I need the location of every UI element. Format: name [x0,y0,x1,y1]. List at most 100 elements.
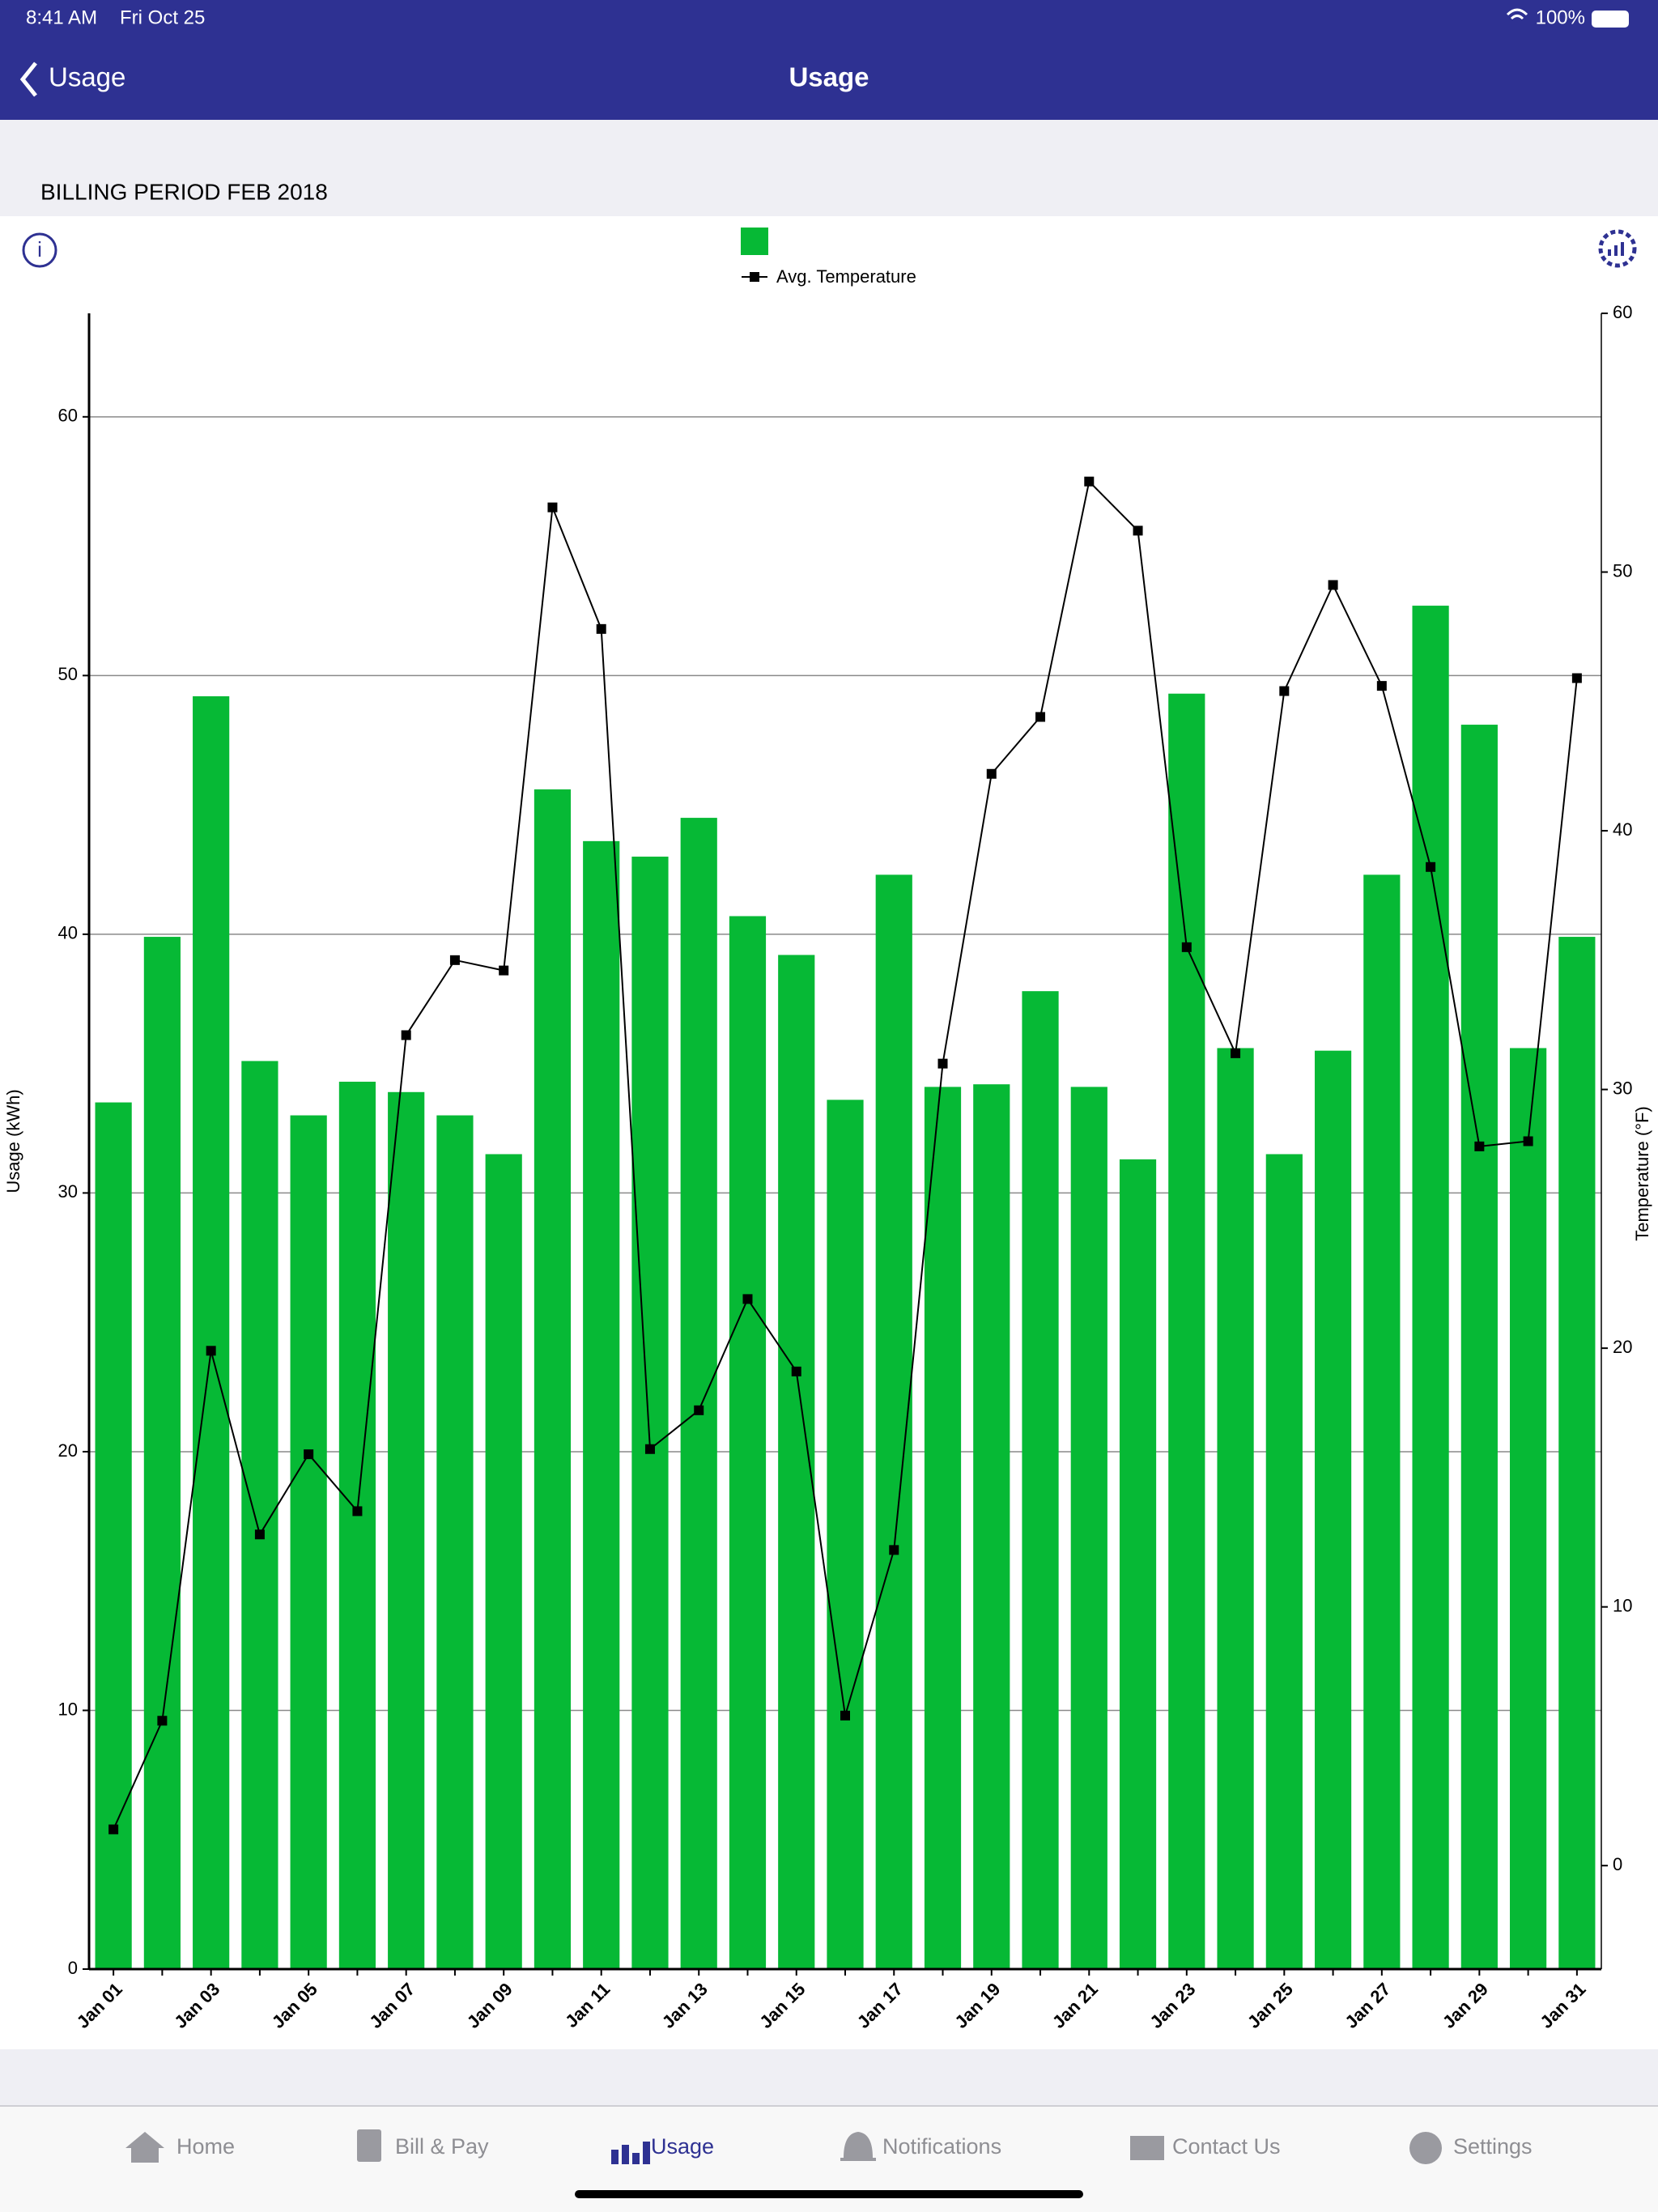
line-marker [1328,580,1338,590]
bar [95,1102,132,1969]
bar [534,789,572,1969]
line-marker [449,955,460,965]
battery-text: 100% [1536,6,1585,28]
tab-label[interactable]: Contact Us [1172,2134,1281,2159]
line-marker [547,502,558,513]
back-chevron[interactable] [19,62,37,97]
bar [924,1087,962,1969]
info-button[interactable] [22,232,57,268]
line-marker [791,1366,801,1376]
line-marker [596,623,606,634]
tab-label[interactable]: Notifications [882,2134,1001,2159]
line-marker [108,1824,119,1835]
tab-icon-contact [1130,2136,1164,2160]
tab-icon-home [125,2132,164,2163]
line-marker [1133,525,1143,536]
x-tick-label: Jan 01 [73,1979,126,2032]
x-tick-label: Jan 09 [463,1979,517,2032]
x-tick-label: Jan 31 [1536,1979,1589,2032]
x-tick-label: Jan 11 [561,1979,614,2031]
bar [1460,725,1498,1969]
bar [1314,1050,1352,1969]
bar [1510,1048,1547,1969]
settings-button[interactable] [1598,229,1637,268]
x-tick-label: Jan 19 [950,1979,1004,2032]
section-title: BILLING PERIOD FEB 2018 [40,179,328,204]
y-axis-label: Usage (kWh) [3,1089,23,1193]
x-tick-label: Jan 29 [1439,1979,1492,2032]
y2-tick-label: 50 [1613,560,1632,581]
bar [583,840,620,1969]
bar [193,696,230,1969]
bar [1070,1087,1107,1969]
y-tick-label: 20 [58,1440,78,1461]
bar [631,857,669,1969]
tab-label[interactable]: Bill & Pay [395,2134,489,2159]
bar [1119,1159,1157,1969]
x-tick-label: Jan 13 [658,1979,712,2032]
tab-icon-usage [611,2142,650,2164]
x-tick-label: Jan 21 [1048,1979,1102,2032]
y-tick-label: 60 [58,406,78,426]
legend-label: Avg. Temperature [776,266,916,287]
tab-icon-bill [357,2129,381,2162]
tab-label[interactable]: Home [176,2134,235,2159]
line-marker [352,1506,363,1516]
x-tick-label: Jan 27 [1341,1979,1394,2032]
header-band [0,120,1658,216]
line-marker [304,1449,314,1460]
x-tick-label: Jan 03 [170,1979,223,2032]
home-indicator [575,2190,1083,2198]
y2-tick-label: 30 [1613,1078,1632,1098]
bar [241,1061,278,1969]
line-marker [254,1529,265,1540]
line-marker [1523,1136,1533,1146]
x-tick-label: Jan 23 [1146,1979,1199,2032]
settings-glyph [1608,242,1624,256]
line-marker [1376,681,1387,691]
y2-tick-label: 40 [1613,819,1632,840]
y2-tick-label: 0 [1613,1854,1622,1874]
line-marker [1181,942,1192,952]
line-marker [206,1346,216,1356]
line-marker [986,768,997,779]
bar [436,1115,474,1969]
line-marker [694,1405,704,1415]
nav-title: Usage [789,62,869,92]
bar [729,916,767,1969]
y-tick-label: 50 [58,664,78,684]
line-marker [742,1294,753,1304]
x-tick-label: Jan 05 [268,1979,321,2032]
line-marker [1035,712,1046,722]
line-marker [499,965,509,976]
tab-label[interactable]: Settings [1453,2134,1533,2159]
line-marker [1279,686,1290,696]
bar [485,1154,522,1969]
bar [338,1082,376,1969]
bar [1412,606,1449,1969]
bar [973,1084,1010,1969]
y2-tick-label: 10 [1613,1595,1632,1615]
bar [680,818,717,1969]
bar [1168,693,1205,1969]
x-tick-label: Jan 15 [755,1979,809,2032]
legend-marker [750,272,759,282]
battery-icon [1592,11,1629,28]
x-tick-label: Jan 07 [365,1979,419,2032]
bar [1217,1048,1254,1969]
status-date: Fri Oct 25 [120,6,205,28]
back-button[interactable]: Usage [49,62,125,92]
tab-icon-notifications [840,2132,876,2161]
status-time: 8:41 AM [26,6,97,28]
tab-icon-settings [1409,2132,1442,2164]
line-marker [1571,673,1582,683]
legend-swatch [741,228,768,255]
line-marker [1231,1048,1241,1058]
y-tick-label: 40 [58,923,78,943]
line-marker [889,1545,899,1555]
line-marker [1426,861,1436,872]
y2-axis-label: Temperature (°F) [1632,1106,1652,1241]
tab-label[interactable]: Usage [651,2134,714,2159]
line-marker [401,1030,411,1040]
